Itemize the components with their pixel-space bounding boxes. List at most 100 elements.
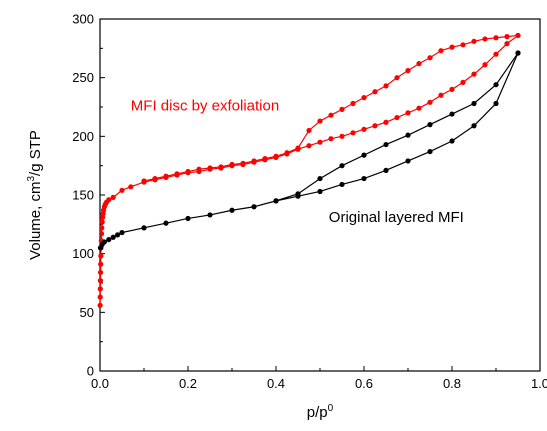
adsorption-point	[405, 110, 411, 116]
adsorption-point	[361, 175, 367, 182]
desorption-point	[405, 132, 411, 138]
desorption-point	[471, 100, 477, 107]
y-tick-label: 200	[72, 129, 94, 144]
adsorption-point	[361, 126, 367, 132]
adsorption-point	[394, 114, 400, 121]
adsorption-point	[493, 100, 499, 107]
desorption-point	[339, 106, 345, 112]
adsorption-point	[115, 232, 121, 238]
adsorption-point	[128, 184, 134, 190]
desorption-point	[361, 95, 367, 101]
y-axis-ticks: 0 50 100 150 200 250 300	[72, 12, 105, 379]
y-tick-label: 250	[72, 70, 94, 85]
x-tick-label: 0.4	[267, 376, 285, 391]
x-tick-label: 0.2	[179, 376, 197, 391]
desorption-point	[460, 42, 466, 48]
adsorption-point	[339, 133, 345, 139]
adsorption-point	[97, 294, 103, 300]
desorption-point	[515, 32, 521, 39]
x-tick-label: 0.6	[355, 376, 373, 391]
desorption-point	[383, 141, 389, 148]
desorption-point	[295, 145, 301, 151]
adsorption-point	[471, 123, 477, 129]
adsorption-point	[97, 302, 103, 308]
desorption-point	[273, 153, 279, 159]
adsorption-branch-line	[99, 34, 519, 306]
desorption-point	[427, 55, 433, 61]
adsorption-point	[119, 187, 125, 193]
desorption-point	[471, 38, 477, 44]
series-annotation: Original layered MFI	[329, 209, 464, 226]
adsorption-point	[97, 269, 104, 276]
adsorption-point	[383, 119, 389, 125]
adsorption-point	[99, 225, 105, 231]
desorption-point	[339, 163, 345, 169]
desorption-point	[383, 83, 389, 89]
desorption-point	[361, 152, 367, 158]
desorption-point	[174, 171, 180, 177]
desorption-point	[306, 127, 312, 134]
desorption-point	[493, 35, 499, 41]
desorption-point	[196, 166, 202, 172]
desorption-point	[295, 191, 301, 197]
desorption-point	[152, 175, 158, 182]
adsorption-point	[106, 197, 112, 203]
adsorption-point	[460, 79, 466, 85]
desorption-point	[515, 50, 521, 56]
adsorption-point	[99, 219, 105, 225]
adsorption-point	[416, 105, 422, 111]
annotation-layer: MFI disc by exfoliation Original layered …	[131, 98, 464, 226]
adsorption-point	[317, 188, 323, 195]
adsorption-point	[97, 278, 104, 284]
desorption-point	[438, 48, 444, 54]
adsorption-point	[339, 181, 345, 188]
desorption-point	[449, 44, 455, 50]
adsorption-point	[98, 231, 105, 237]
x-tick-label: 0.0	[91, 376, 109, 391]
adsorption-point	[438, 92, 444, 98]
series-mfi-disc-by-exfoliation	[97, 32, 521, 308]
adsorption-point	[493, 51, 499, 57]
y-tick-label: 150	[72, 188, 94, 203]
y-tick-label: 100	[72, 246, 94, 261]
desorption-point	[284, 150, 290, 156]
desorption-point	[141, 178, 147, 184]
adsorption-point	[101, 239, 107, 245]
adsorption-point	[185, 215, 191, 222]
x-axis-ticks: 0.0 0.2 0.4 0.6 0.8 1.0	[91, 366, 547, 391]
y-axis-title: Volume, cm3/g STP	[26, 130, 44, 260]
series-original-layered-mfi	[97, 50, 521, 251]
adsorption-point	[207, 212, 213, 218]
desorption-point	[504, 34, 510, 40]
series-layer	[97, 32, 521, 308]
adsorption-point	[383, 167, 389, 173]
desorption-point	[317, 175, 323, 182]
desorption-point	[218, 164, 224, 170]
y-tick-label: 50	[80, 305, 94, 320]
desorption-point	[317, 118, 323, 124]
adsorption-point	[471, 71, 477, 77]
desorption-branch-line	[275, 52, 519, 202]
adsorption-point	[97, 286, 103, 292]
desorption-point	[328, 112, 334, 118]
y-tick-label: 0	[87, 364, 94, 379]
desorption-point	[251, 158, 257, 164]
desorption-point	[493, 82, 499, 88]
desorption-point	[185, 168, 191, 175]
adsorption-point	[427, 99, 433, 105]
adsorption-point	[98, 253, 104, 259]
adsorption-point	[372, 123, 378, 129]
y-axis-title-superscript: 3	[26, 176, 37, 182]
desorption-point	[427, 122, 433, 128]
y-tick-label: 300	[72, 12, 94, 27]
adsorption-point	[110, 234, 116, 240]
adsorption-point	[229, 207, 235, 213]
adsorption-point	[449, 138, 455, 144]
desorption-point	[262, 156, 268, 162]
desorption-point	[240, 160, 246, 166]
desorption-point	[229, 161, 235, 168]
desorption-point	[482, 36, 488, 42]
series-annotation: MFI disc by exfoliation	[131, 98, 279, 115]
desorption-point	[394, 75, 400, 81]
desorption-point	[416, 60, 422, 67]
